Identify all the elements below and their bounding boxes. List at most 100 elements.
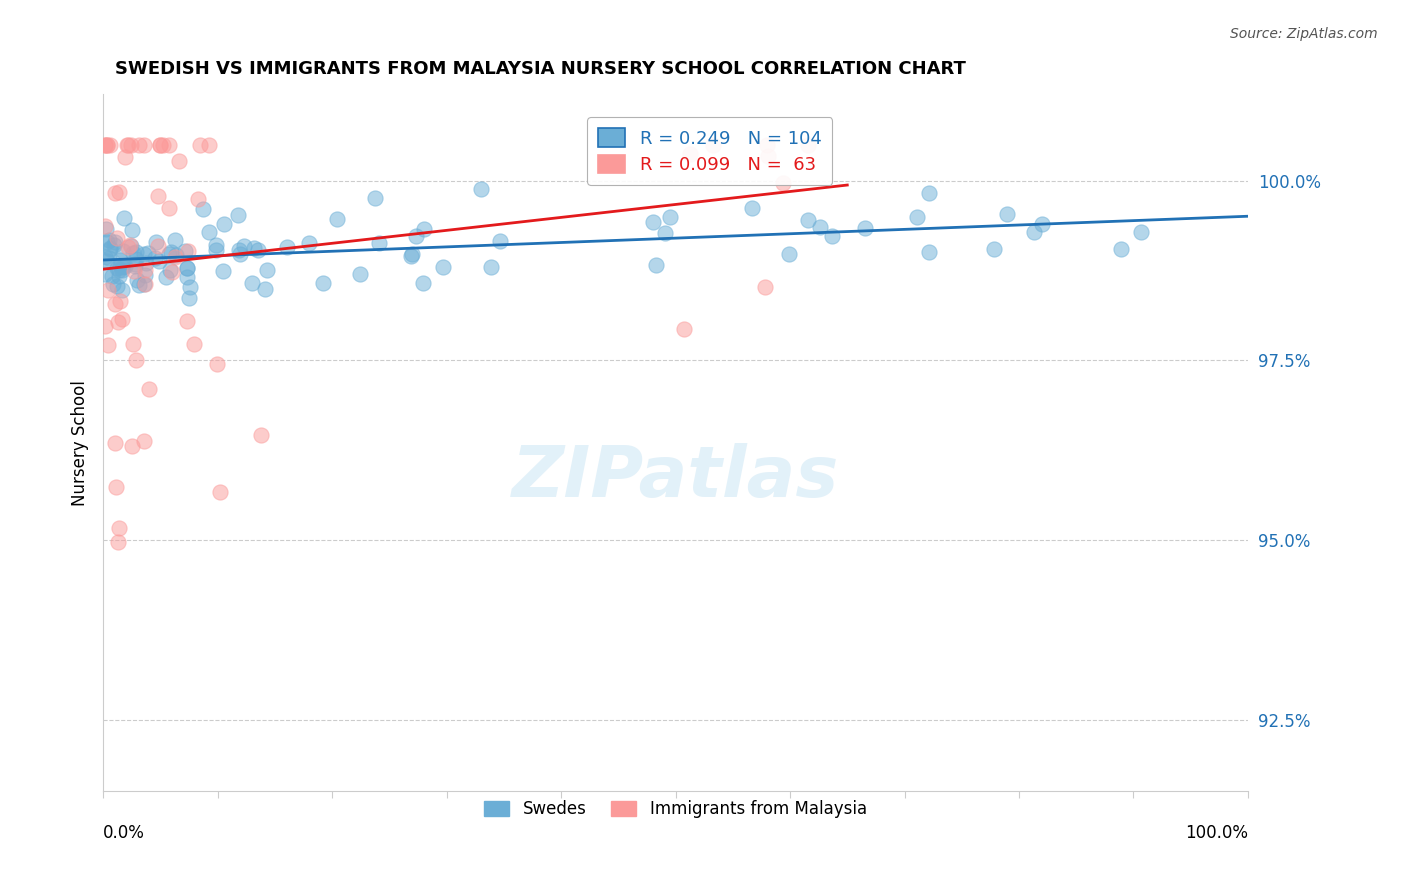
Point bbox=[367, 236, 389, 251]
Point bbox=[808, 219, 831, 234]
Point bbox=[489, 234, 512, 248]
Point bbox=[470, 182, 492, 196]
Point bbox=[125, 245, 148, 260]
Point bbox=[107, 316, 129, 330]
Point bbox=[167, 153, 190, 168]
Point bbox=[132, 137, 155, 152]
Point bbox=[778, 247, 800, 261]
Point bbox=[104, 186, 127, 200]
Point bbox=[250, 428, 273, 442]
Point bbox=[117, 240, 139, 254]
Point bbox=[160, 244, 183, 259]
Point bbox=[120, 239, 142, 253]
Point bbox=[176, 261, 198, 276]
Point bbox=[256, 262, 278, 277]
Point bbox=[157, 246, 180, 260]
Point bbox=[96, 222, 118, 236]
Point bbox=[853, 221, 876, 235]
Point bbox=[741, 201, 763, 215]
Point bbox=[412, 276, 434, 290]
Point bbox=[432, 260, 454, 274]
Point bbox=[654, 226, 676, 240]
Point bbox=[176, 313, 198, 327]
Point bbox=[125, 252, 148, 267]
Point bbox=[240, 277, 263, 291]
Point bbox=[136, 246, 159, 260]
Point bbox=[405, 229, 427, 244]
Point bbox=[100, 269, 122, 284]
Point bbox=[159, 262, 181, 277]
Point bbox=[755, 137, 778, 152]
Point bbox=[905, 210, 928, 224]
Y-axis label: Nursery School: Nursery School bbox=[72, 380, 89, 506]
Point bbox=[94, 319, 117, 334]
Point bbox=[312, 276, 335, 290]
Point bbox=[98, 137, 121, 152]
Point bbox=[134, 277, 156, 291]
Point bbox=[101, 277, 124, 292]
Point bbox=[124, 256, 146, 270]
Point bbox=[198, 137, 221, 152]
Point bbox=[208, 485, 231, 500]
Point bbox=[641, 214, 664, 228]
Point bbox=[134, 263, 156, 277]
Point bbox=[97, 338, 120, 352]
Point bbox=[276, 240, 298, 254]
Point bbox=[105, 230, 128, 244]
Point bbox=[673, 321, 696, 335]
Point bbox=[124, 259, 146, 273]
Point bbox=[413, 221, 436, 235]
Point bbox=[758, 149, 780, 163]
Point bbox=[157, 137, 180, 152]
Point bbox=[644, 258, 666, 272]
Point bbox=[108, 294, 131, 309]
Point bbox=[98, 251, 121, 265]
Point bbox=[128, 137, 150, 152]
Point bbox=[121, 336, 143, 351]
Point bbox=[132, 277, 155, 291]
Point bbox=[105, 481, 128, 495]
Point bbox=[188, 137, 211, 152]
Point bbox=[108, 185, 131, 199]
Point bbox=[96, 235, 118, 249]
Text: SWEDISH VS IMMIGRANTS FROM MALAYSIA NURSERY SCHOOL CORRELATION CHART: SWEDISH VS IMMIGRANTS FROM MALAYSIA NURS… bbox=[114, 60, 966, 78]
Point bbox=[97, 233, 120, 247]
Point bbox=[125, 353, 148, 368]
Point bbox=[146, 189, 169, 203]
Point bbox=[94, 137, 117, 152]
Text: 0.0%: 0.0% bbox=[103, 824, 145, 842]
Point bbox=[325, 211, 347, 226]
Point bbox=[349, 268, 371, 282]
Point bbox=[179, 280, 201, 294]
Point bbox=[1022, 225, 1045, 239]
Point bbox=[399, 249, 422, 263]
Point bbox=[226, 208, 249, 222]
Point bbox=[96, 254, 118, 268]
Point bbox=[1130, 225, 1153, 239]
Point bbox=[135, 256, 157, 270]
Point bbox=[797, 137, 820, 152]
Point bbox=[821, 229, 844, 244]
Point bbox=[228, 243, 250, 257]
Point bbox=[134, 268, 156, 283]
Point bbox=[112, 259, 135, 273]
Point bbox=[246, 243, 269, 257]
Point bbox=[177, 244, 200, 259]
Text: ZIPatlas: ZIPatlas bbox=[512, 443, 839, 512]
Point bbox=[187, 192, 209, 206]
Point bbox=[104, 297, 127, 311]
Point bbox=[96, 137, 118, 152]
Point bbox=[212, 217, 235, 231]
Point bbox=[111, 284, 134, 298]
Point bbox=[1109, 242, 1132, 256]
Point bbox=[205, 238, 228, 252]
Point bbox=[997, 206, 1019, 220]
Point bbox=[105, 261, 128, 276]
Point bbox=[121, 439, 143, 453]
Point bbox=[211, 264, 233, 278]
Point bbox=[112, 244, 135, 259]
Point bbox=[96, 137, 118, 152]
Point bbox=[364, 191, 387, 205]
Point bbox=[401, 247, 423, 261]
Point bbox=[253, 282, 276, 296]
